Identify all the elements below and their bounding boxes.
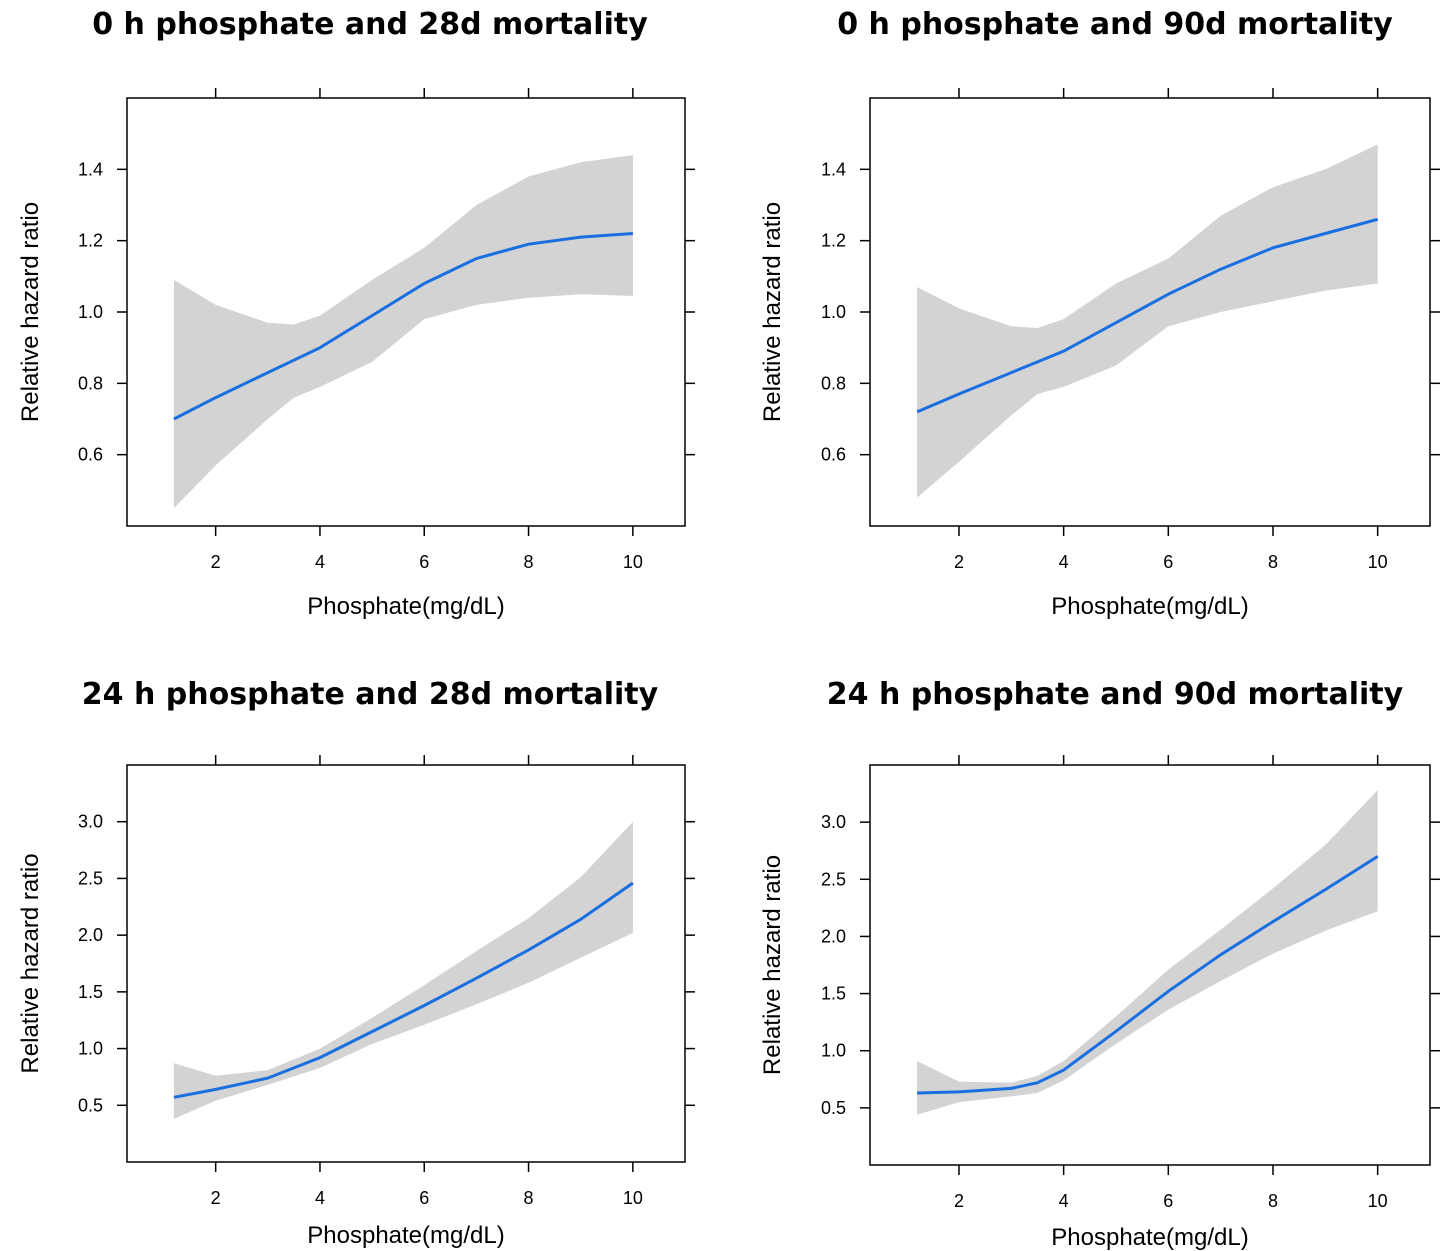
y-tick-label: 1.5 <box>821 984 846 1004</box>
y-tick-label: 0.5 <box>78 1095 103 1115</box>
y-axis-label: Relative hazard ratio <box>17 853 44 1073</box>
y-tick-label: 2.0 <box>78 925 103 945</box>
y-tick-label: 1.4 <box>821 159 846 179</box>
chart-title: 0 h phosphate and 90d mortality <box>837 7 1393 42</box>
x-tick-label: 6 <box>1163 1191 1173 1211</box>
x-tick-label: 10 <box>1368 1191 1388 1211</box>
y-tick-label: 0.8 <box>78 373 103 393</box>
x-tick-label: 10 <box>1368 552 1388 572</box>
x-tick-label: 2 <box>954 1191 964 1211</box>
plot-frame <box>126 764 686 1163</box>
x-tick-label: 10 <box>623 1188 643 1208</box>
hazard-ratio-line <box>917 855 1379 1095</box>
hazard-ratio-line <box>916 217 1379 414</box>
y-tick-label: 1.2 <box>821 231 846 251</box>
y-tick-label: 3.0 <box>78 812 103 832</box>
confidence-band <box>173 821 633 1119</box>
y-tick-label: 2.5 <box>78 868 103 888</box>
x-tick-label: 10 <box>623 552 643 572</box>
chart-title: 0 h phosphate and 28d mortality <box>92 7 648 42</box>
chart-title: 24 h phosphate and 90d mortality <box>827 677 1404 712</box>
x-tick-label: 4 <box>1059 1191 1069 1211</box>
y-tick-label: 3.0 <box>821 812 846 832</box>
y-axis-label: Relative hazard ratio <box>759 855 786 1075</box>
y-tick-label: 0.8 <box>821 373 846 393</box>
y-tick-label: 1.2 <box>78 231 103 251</box>
plot-frame <box>869 764 1431 1166</box>
y-tick-label: 2.0 <box>821 926 846 946</box>
y-tick-label: 1.4 <box>78 159 103 179</box>
y-tick-label: 1.0 <box>821 302 846 322</box>
y-axis-label: Relative hazard ratio <box>759 202 786 422</box>
x-tick-label: 8 <box>1268 1191 1278 1211</box>
hazard-ratio-line <box>173 232 634 421</box>
y-axis-label: Relative hazard ratio <box>17 202 44 422</box>
x-tick-label: 2 <box>954 552 964 572</box>
chart-panel-4: 2 4 6 8 10 0.5 1.0 1.5 2.0 2.5 3.0 24 h phosphate a… <box>759 677 1440 1251</box>
x-tick-label: 4 <box>315 552 325 572</box>
x-tick-label: 4 <box>315 1188 325 1208</box>
y-tick-label: 1.0 <box>78 1039 103 1059</box>
x-tick-label: 4 <box>1059 552 1069 572</box>
x-tick-label: 8 <box>524 552 534 572</box>
confidence-band <box>917 144 1378 498</box>
y-tick-label: 0.6 <box>821 445 846 465</box>
x-tick-label: 8 <box>1268 552 1278 572</box>
chart-panel-1: 2 4 6 8 10 0.6 0.8 1.0 1.2 1.4 0 h phosphate and 2… <box>17 7 695 620</box>
y-tick-label: 0.5 <box>821 1098 846 1118</box>
x-axis-label: Phosphate(mg/dL) <box>307 593 504 620</box>
x-tick-label: 2 <box>211 552 221 572</box>
x-tick-label: 6 <box>419 552 429 572</box>
x-tick-label: 6 <box>419 1188 429 1208</box>
chart-panel-2: 2 4 6 8 10 0.6 0.8 1.0 1.2 1.4 0 h phosphate and 9… <box>759 7 1440 620</box>
x-axis-label: Phosphate(mg/dL) <box>1051 1224 1248 1251</box>
y-tick-label: 0.6 <box>78 445 103 465</box>
x-axis-label: Phosphate(mg/dL) <box>1051 593 1248 620</box>
x-tick-label: 2 <box>211 1188 221 1208</box>
y-tick-label: 1.0 <box>78 302 103 322</box>
chart-title: 24 h phosphate and 28d mortality <box>82 677 659 712</box>
chart-panel-3: 2 4 6 8 10 0.5 1.0 1.5 2.0 2.5 3.0 24 h phosphate a… <box>17 677 695 1249</box>
x-axis-label: Phosphate(mg/dL) <box>307 1222 504 1249</box>
y-tick-label: 1.5 <box>78 982 103 1002</box>
x-tick-label: 6 <box>1163 552 1173 572</box>
x-tick-label: 8 <box>524 1188 534 1208</box>
y-tick-label: 1.0 <box>821 1041 846 1061</box>
confidence-band <box>173 155 633 509</box>
hazard-ratio-line <box>173 881 634 1099</box>
confidence-band <box>917 790 1378 1115</box>
y-tick-label: 2.5 <box>821 869 846 889</box>
